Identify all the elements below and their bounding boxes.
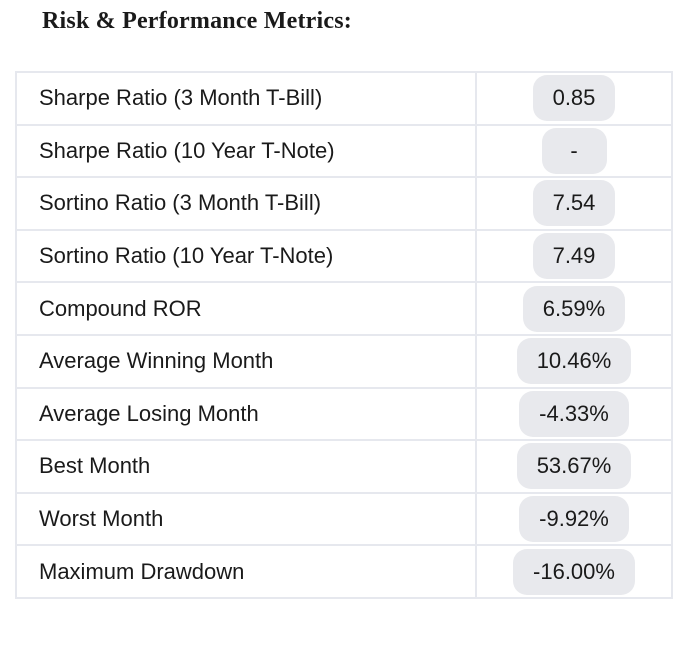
metric-value-cell: 0.85 <box>475 71 673 126</box>
metric-value-cell: 53.67% <box>475 439 673 494</box>
metric-value-cell: 10.46% <box>475 333 673 389</box>
metric-value: -4.33% <box>519 390 629 437</box>
metric-label: Average Winning Month <box>15 333 477 389</box>
metric-value: - <box>541 127 607 174</box>
metric-value: 10.46% <box>516 338 632 385</box>
metric-value: 6.59% <box>522 285 626 332</box>
metric-label: Maximum Drawdown <box>15 544 477 599</box>
metric-value: 7.49 <box>532 233 616 280</box>
table-row: Average Winning Month 10.46% <box>15 333 673 389</box>
page-title: Risk & Performance Metrics: <box>42 8 352 34</box>
table-row: Sharpe Ratio (10 Year T-Note) - <box>15 123 673 179</box>
table-row: Sortino Ratio (10 Year T-Note) 7.49 <box>15 228 673 284</box>
table-row: Average Losing Month -4.33% <box>15 386 673 442</box>
metric-value-cell: -9.92% <box>475 491 673 547</box>
metric-label: Sortino Ratio (10 Year T-Note) <box>15 228 477 284</box>
table-row: Worst Month -9.92% <box>15 491 673 547</box>
metric-label: Sharpe Ratio (10 Year T-Note) <box>15 123 477 179</box>
metric-value-cell: -16.00% <box>475 544 673 599</box>
metric-label: Compound ROR <box>15 281 477 336</box>
table-row: Maximum Drawdown -16.00% <box>15 544 673 599</box>
metric-value: -16.00% <box>513 548 635 595</box>
metric-value-cell: -4.33% <box>475 386 673 442</box>
metric-value: -9.92% <box>519 496 629 543</box>
metrics-table: Sharpe Ratio (3 Month T-Bill) 0.85 Sharp… <box>15 71 673 599</box>
metric-label: Sharpe Ratio (3 Month T-Bill) <box>15 71 477 126</box>
metric-label: Worst Month <box>15 491 477 547</box>
metric-value-cell: - <box>475 123 673 179</box>
metric-label: Best Month <box>15 439 477 494</box>
table-row: Best Month 53.67% <box>15 439 673 494</box>
table-row: Sortino Ratio (3 Month T-Bill) 7.54 <box>15 176 673 231</box>
metric-value-cell: 7.49 <box>475 228 673 284</box>
metric-label: Sortino Ratio (3 Month T-Bill) <box>15 176 477 231</box>
metric-value: 7.54 <box>532 180 616 227</box>
metric-value: 0.85 <box>532 75 616 122</box>
metric-value-cell: 7.54 <box>475 176 673 231</box>
metric-value-cell: 6.59% <box>475 281 673 336</box>
table-row: Compound ROR 6.59% <box>15 281 673 336</box>
table-row: Sharpe Ratio (3 Month T-Bill) 0.85 <box>15 71 673 126</box>
metric-label: Average Losing Month <box>15 386 477 442</box>
metric-value: 53.67% <box>516 443 632 490</box>
